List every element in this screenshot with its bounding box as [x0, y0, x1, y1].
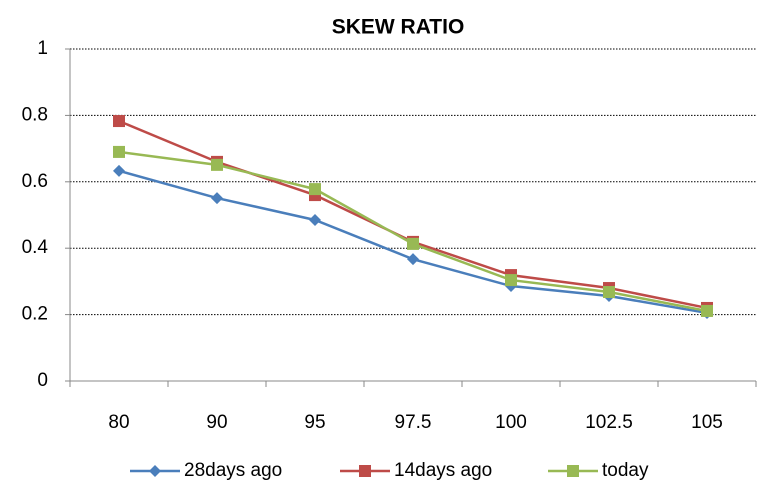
marker	[407, 237, 419, 250]
marker	[113, 145, 125, 158]
x-tick-label: 90	[206, 412, 227, 433]
marker	[211, 192, 223, 205]
marker	[407, 253, 419, 266]
marker	[567, 465, 579, 477]
marker	[359, 465, 371, 477]
legend-label: 28days ago	[184, 460, 282, 481]
y-tick-label: 0.8	[22, 104, 48, 125]
marker	[309, 213, 321, 226]
marker	[309, 183, 321, 196]
x-tick-label: 100	[495, 412, 527, 433]
x-tick-label: 95	[304, 412, 325, 433]
y-tick-label: 0.6	[22, 171, 48, 192]
marker	[211, 158, 223, 171]
legend-label: today	[602, 460, 649, 481]
marker	[603, 286, 615, 299]
x-tick-label: 80	[108, 412, 129, 433]
marker	[701, 304, 713, 317]
series-line	[118, 150, 708, 313]
marker	[505, 274, 517, 287]
series-line	[118, 119, 708, 310]
x-tick-label: 102.5	[585, 412, 633, 433]
marker	[149, 465, 161, 477]
marker	[113, 115, 125, 128]
y-tick-label: 0	[37, 370, 48, 391]
y-tick-label: 0.4	[22, 237, 49, 258]
y-tick-label: 0.2	[22, 304, 48, 325]
legend-label: 14days ago	[394, 460, 492, 481]
x-tick-label: 97.5	[395, 412, 432, 433]
x-tick-label: 105	[691, 412, 723, 433]
marker	[113, 164, 125, 177]
y-tick-label: 1	[37, 38, 48, 59]
chart-title: SKEW RATIO	[332, 16, 465, 39]
